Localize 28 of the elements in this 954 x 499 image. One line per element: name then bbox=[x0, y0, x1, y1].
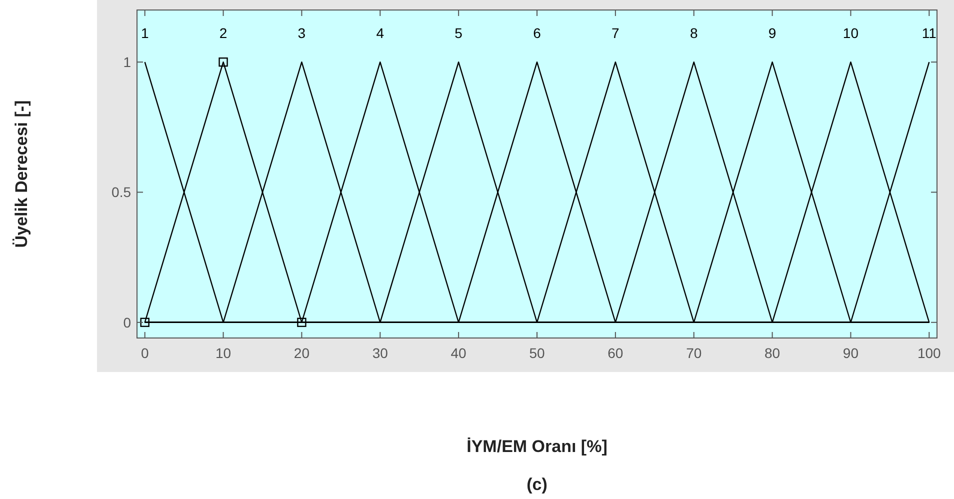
series-label: 4 bbox=[376, 25, 384, 41]
series-label: 8 bbox=[690, 25, 698, 41]
x-axis-title: İYM/EM Oranı [%] bbox=[466, 437, 608, 456]
y-tick-label: 0.5 bbox=[112, 184, 132, 200]
series-label: 9 bbox=[768, 25, 776, 41]
x-tick-label: 60 bbox=[608, 345, 624, 361]
x-tick-label: 0 bbox=[140, 345, 149, 361]
x-tick-label: 30 bbox=[372, 345, 388, 361]
y-axis-title: Üyelik Derecesi [-] bbox=[12, 100, 31, 248]
series-label: 10 bbox=[842, 25, 859, 41]
x-tick-label: 100 bbox=[917, 345, 942, 361]
x-tick-label: 80 bbox=[764, 345, 780, 361]
x-tick-label: 40 bbox=[450, 345, 467, 361]
x-tick-label: 50 bbox=[529, 345, 545, 361]
series-label: 11 bbox=[922, 25, 937, 41]
y-tick-label: 0 bbox=[123, 314, 132, 330]
x-tick-label: 10 bbox=[215, 345, 232, 361]
series-label: 7 bbox=[612, 25, 620, 41]
series-label: 5 bbox=[454, 25, 463, 41]
text: (c) bbox=[526, 475, 548, 494]
x-tick-label: 20 bbox=[294, 345, 310, 361]
series-label: 6 bbox=[533, 25, 542, 41]
x-tick-label: 90 bbox=[842, 345, 859, 361]
series-label: 2 bbox=[219, 25, 228, 41]
y-tick-label: 1 bbox=[123, 54, 132, 70]
series-label: 3 bbox=[298, 25, 306, 41]
series-label: 1 bbox=[140, 25, 149, 41]
x-tick-label: 70 bbox=[686, 345, 702, 361]
